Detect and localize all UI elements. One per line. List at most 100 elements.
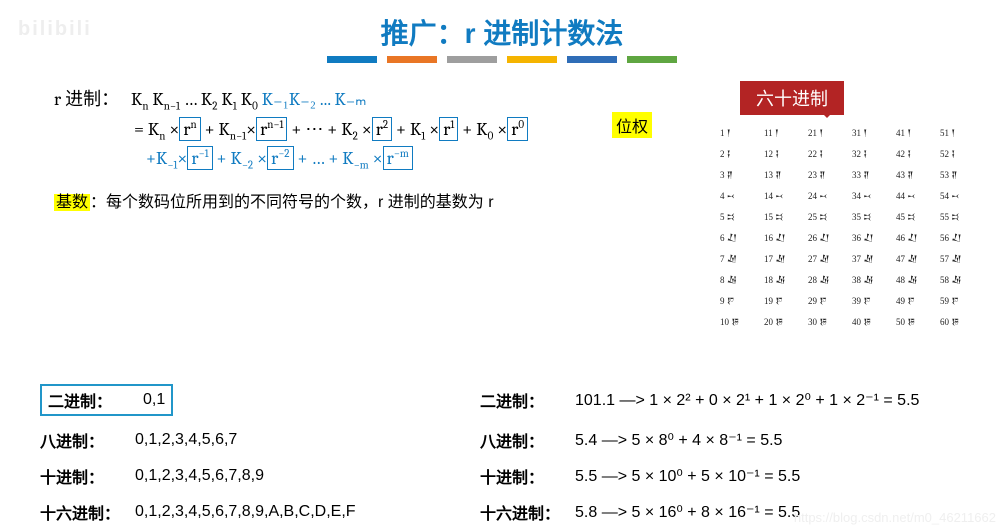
- sixty-cell: 36 𒑚: [852, 228, 892, 248]
- sixty-cell: 42 𒑖: [896, 144, 936, 164]
- sixty-cell: 44 𒑘: [896, 186, 936, 206]
- example-row: 八进制：5.4 —> 5 × 8⁰ + 4 × 8⁻¹ = 5.5: [480, 428, 974, 452]
- base-label: 十进制：: [40, 464, 135, 488]
- sixty-cell: 31 𒑰: [852, 123, 892, 143]
- sixty-cell: 17 𒑛: [764, 249, 804, 269]
- sixty-cell: 13 𒑗: [764, 165, 804, 185]
- color-bar: [627, 56, 677, 63]
- symbols-row: 八进制：0,1,2,3,4,5,6,7: [40, 428, 480, 452]
- base-example: 5.5 —> 5 × 10⁰ + 5 × 10⁻¹ = 5.5: [575, 466, 800, 486]
- sixty-cell: 52 𒑖: [940, 144, 980, 164]
- sixty-cell: 11 𒑰: [764, 123, 804, 143]
- sixty-cell: 57 𒑛: [940, 249, 980, 269]
- weight-label: 位权: [612, 112, 652, 138]
- sixty-block: 六十进制 1 𒑰11 𒑰21 𒑰31 𒑰41 𒑰51 𒑰2 𒑖12 𒑖22 𒑖3…: [720, 81, 990, 332]
- sixty-cell: 38 𒑜: [852, 270, 892, 290]
- sixty-cell: 49 𒑝: [896, 291, 936, 311]
- symbols-row: 十六进制：0,1,2,3,4,5,6,7,8,9,A,B,C,D,E,F: [40, 500, 480, 524]
- example-row: 二进制：101.1 —> 1 × 2² + 0 × 2¹ + 1 × 2⁰ + …: [480, 384, 974, 416]
- formula-line-3: +K−1×r−1 + K−2 ×r−2 + … + K−m ×r−m: [54, 146, 720, 172]
- csdn-watermark: https://blog.csdn.net/m0_46211662: [794, 510, 996, 525]
- sixty-cell: 45 𒑙: [896, 207, 936, 227]
- sixty-cell: 8 𒑜: [720, 270, 760, 290]
- base-example: 101.1 —> 1 × 2² + 0 × 2¹ + 1 × 2⁰ + 1 × …: [575, 390, 919, 410]
- sixty-cell: 53 𒑗: [940, 165, 980, 185]
- radix-hl: 基数: [54, 194, 90, 211]
- sixty-cell: 46 𒑚: [896, 228, 936, 248]
- sixty-cell: 48 𒑜: [896, 270, 936, 290]
- sixty-banner: 六十进制: [740, 81, 844, 115]
- sixty-cell: 22 𒑖: [808, 144, 848, 164]
- base-label: 十六进制：: [480, 500, 575, 524]
- sixty-cell: 29 𒑝: [808, 291, 848, 311]
- base-symbols: 0,1,2,3,4,5,6,7,8,9,A,B,C,D,E,F: [135, 503, 356, 521]
- sixty-cell: 1 𒑰: [720, 123, 760, 143]
- sixty-cell: 34 𒑘: [852, 186, 892, 206]
- sixty-cell: 16 𒑚: [764, 228, 804, 248]
- sixty-cell: 12 𒑖: [764, 144, 804, 164]
- main-row: r 进制： Kn Kn−1 … K2 K1 K0 K₋₁K₋₂ ... K₋ₘ …: [0, 81, 1004, 332]
- sixty-cell: 50 𒑞: [896, 312, 936, 332]
- sixty-cell: 30 𒑞: [808, 312, 848, 332]
- base-label: 二进制：: [480, 388, 575, 412]
- color-bars: [0, 56, 1004, 63]
- sixty-cell: 32 𒑖: [852, 144, 892, 164]
- sixty-cell: 35 𒑙: [852, 207, 892, 227]
- color-bar: [447, 56, 497, 63]
- color-bar: [387, 56, 437, 63]
- sixty-cell: 25 𒑙: [808, 207, 848, 227]
- sixty-cell: 56 𒑚: [940, 228, 980, 248]
- sixty-cell: 37 𒑛: [852, 249, 892, 269]
- sixty-cell: 5 𒑙: [720, 207, 760, 227]
- bottom-grid: 二进制：0,1二进制：101.1 —> 1 × 2² + 0 × 2¹ + 1 …: [40, 384, 974, 524]
- sixty-cell: 18 𒑜: [764, 270, 804, 290]
- watermark: bilibili: [18, 18, 92, 41]
- sixty-cell: 15 𒑙: [764, 207, 804, 227]
- sixty-cell: 60 𒑞: [940, 312, 980, 332]
- sixty-cell: 54 𒑘: [940, 186, 980, 206]
- sixty-cell: 14 𒑘: [764, 186, 804, 206]
- base-symbols: 0,1: [143, 391, 165, 409]
- sixty-cell: 3 𒑗: [720, 165, 760, 185]
- sixty-cell: 39 𒑝: [852, 291, 892, 311]
- sixty-cell: 41 𒑰: [896, 123, 936, 143]
- base-symbols: 0,1,2,3,4,5,6,7: [135, 431, 237, 449]
- sixty-cell: 43 𒑗: [896, 165, 936, 185]
- symbols-row: 二进制：0,1: [40, 384, 480, 416]
- neg-digits: K₋₁K₋₂ ... K₋ₘ: [262, 89, 367, 110]
- sixty-cell: 20 𒑞: [764, 312, 804, 332]
- sixty-cell: 10 𒑞: [720, 312, 760, 332]
- base-symbols: 0,1,2,3,4,5,6,7,8,9: [135, 467, 264, 485]
- sixty-cell: 21 𒑰: [808, 123, 848, 143]
- sixty-cell: 59 𒑝: [940, 291, 980, 311]
- sixty-table: 1 𒑰11 𒑰21 𒑰31 𒑰41 𒑰51 𒑰 2 𒑖12 𒑖22 𒑖32 𒑖42…: [720, 123, 980, 332]
- color-bar: [327, 56, 377, 63]
- sixty-cell: 47 𒑛: [896, 249, 936, 269]
- sixty-cell: 7 𒑛: [720, 249, 760, 269]
- example-row: 十进制：5.5 —> 5 × 10⁰ + 5 × 10⁻¹ = 5.5: [480, 464, 974, 488]
- sixty-cell: 51 𒑰: [940, 123, 980, 143]
- color-bar: [507, 56, 557, 63]
- sixty-cell: 2 𒑖: [720, 144, 760, 164]
- page-title: 推广：r 进制计数法: [0, 12, 1004, 52]
- base-label: 十六进制：: [40, 500, 135, 524]
- formula-prefix: r 进制：: [54, 89, 119, 110]
- sixty-cell: 6 𒑚: [720, 228, 760, 248]
- sixty-cell: 19 𒑝: [764, 291, 804, 311]
- color-bar: [567, 56, 617, 63]
- base-example: 5.8 —> 5 × 16⁰ + 8 × 16⁻¹ = 5.5: [575, 502, 800, 522]
- sixty-cell: 28 𒑜: [808, 270, 848, 290]
- base-label: 八进制：: [40, 428, 135, 452]
- sixty-cell: 55 𒑙: [940, 207, 980, 227]
- base-label: 十进制：: [480, 464, 575, 488]
- sixty-cell: 58 𒑜: [940, 270, 980, 290]
- radix-line: 基数：每个数码位所用到的不同符号的个数，r 进制的基数为 r: [54, 188, 720, 212]
- sixty-cell: 24 𒑘: [808, 186, 848, 206]
- sixty-cell: 26 𒑚: [808, 228, 848, 248]
- sixty-cell: 40 𒑞: [852, 312, 892, 332]
- base-label: 八进制：: [480, 428, 575, 452]
- symbols-row: 十进制：0,1,2,3,4,5,6,7,8,9: [40, 464, 480, 488]
- sixty-cell: 23 𒑗: [808, 165, 848, 185]
- radix-desc: ：每个数码位所用到的不同符号的个数，r 进制的基数为 r: [90, 194, 494, 211]
- base-label: 二进制：: [48, 388, 143, 412]
